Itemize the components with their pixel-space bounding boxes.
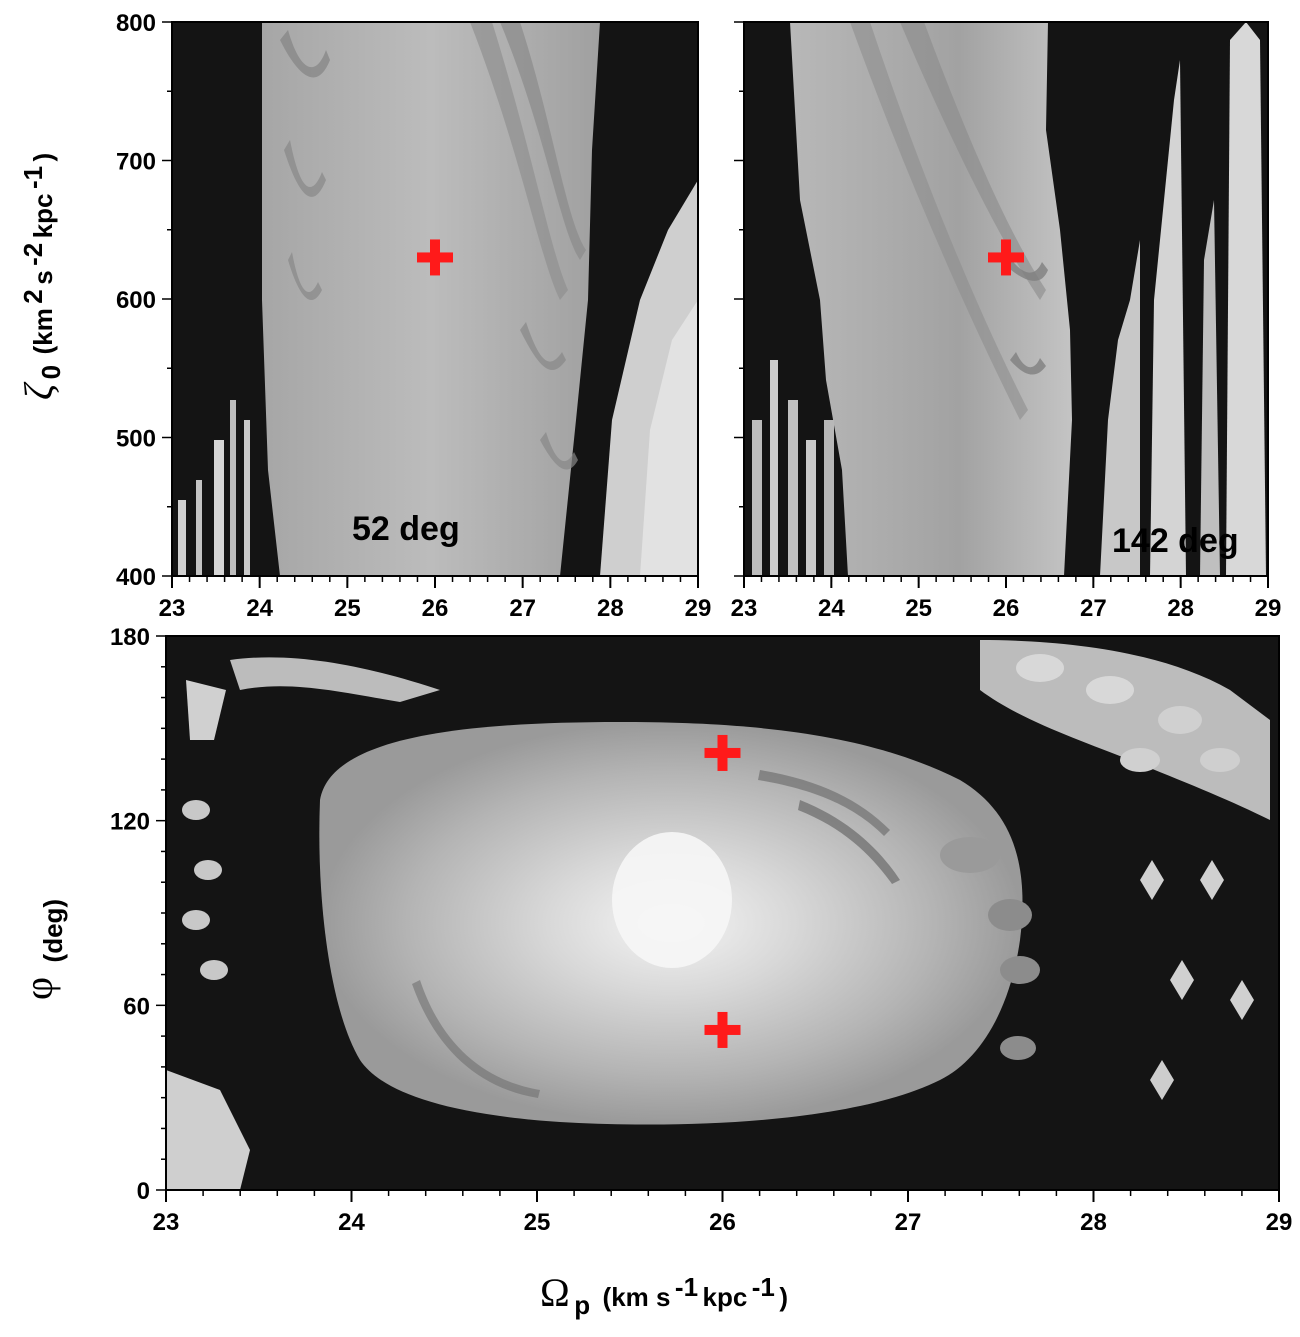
panel-c-xtick-label: 26	[709, 1209, 736, 1236]
panel-a: 23 24 25 26 27 28 29 400 500 600 700 800 52 deg	[116, 10, 711, 622]
panel-b-label: 142 deg	[1112, 522, 1239, 560]
panel-b-markers	[988, 239, 1024, 276]
omega-unit-open: (km s	[603, 1282, 671, 1312]
panel-c-xtick-label: 29	[1266, 1209, 1293, 1236]
panel-c-ticks: 23 24 25 26 27 28 29 0 60 120 180	[110, 624, 1292, 1236]
marker-cross	[988, 239, 1024, 276]
phi-axis-title: φ (deg)	[16, 899, 68, 1000]
panel-a-xtick-label: 25	[334, 595, 361, 622]
panel-a-xtick-label: 27	[509, 595, 536, 622]
panel-b-xtick-label: 27	[1080, 595, 1107, 622]
omega-symbol: Ω	[540, 1270, 570, 1315]
panel-c-xtick-label: 25	[524, 1209, 551, 1236]
omega-unit-close: )	[779, 1282, 788, 1312]
omega-axis-title: Ω p (km s -1 kpc -1 )	[540, 1270, 788, 1320]
omega-sup1: -1	[675, 1272, 698, 1302]
zeta-mid1: s	[28, 270, 58, 284]
zeta-symbol: ζ	[16, 381, 61, 400]
marker-cross	[417, 239, 453, 276]
panel-a-ytick-label: 700	[116, 149, 156, 176]
panel-c-xtick-label: 23	[153, 1209, 180, 1236]
marker-cross	[704, 734, 741, 771]
panel-c-xtick-label: 28	[1080, 1209, 1107, 1236]
zeta-mid2: kpc	[28, 193, 58, 238]
omega-mid1: kpc	[702, 1282, 747, 1312]
zeta-unit-open: (km	[28, 308, 58, 354]
zeta-unit-close: )	[28, 153, 58, 162]
panel-a-xtick-label: 23	[159, 595, 186, 622]
panel-b-xtick-label: 28	[1167, 595, 1194, 622]
panel-a-label: 52 deg	[352, 510, 460, 548]
zeta-sup2: -2	[18, 243, 48, 266]
panel-b-xtick-label: 24	[818, 595, 845, 622]
panel-b-ticks: 23 24 25 26 27 28 29	[731, 21, 1282, 622]
panel-c-map	[166, 636, 1279, 1190]
omega-sub: p	[574, 1290, 590, 1320]
panel-c-ytick-label: 120	[110, 809, 150, 836]
panel-c-ytick-label: 180	[110, 624, 150, 651]
zeta-sup3: -1	[18, 166, 48, 189]
panel-a-ytick-label: 500	[116, 426, 156, 453]
panel-a-ticks: 23 24 25 26 27 28 29 400 500 600 700 800	[116, 10, 711, 622]
panel-c-ytick-label: 0	[137, 1178, 150, 1205]
panel-c-xtick-label: 27	[895, 1209, 922, 1236]
panel-c: 23 24 25 26 27 28 29 0 60 120 180	[110, 624, 1292, 1236]
panel-a-xtick-label: 24	[246, 595, 273, 622]
panel-c-xtick-label: 24	[338, 1209, 365, 1236]
panel-b-xtick-label: 29	[1255, 595, 1282, 622]
phi-unit: (deg)	[38, 899, 68, 963]
panel-b: 23 24 25 26 27 28 29 142 deg	[731, 21, 1282, 622]
omega-sup2: -1	[752, 1272, 775, 1302]
panel-c-markers	[704, 734, 741, 1048]
panel-a-map	[172, 22, 698, 576]
panel-a-xtick-label: 26	[422, 595, 449, 622]
panel-a-markers	[417, 239, 453, 276]
panel-a-xtick-label: 29	[685, 595, 712, 622]
zeta-axis-title: ζ 0 (km 2 s -2 kpc -1 )	[16, 153, 66, 400]
phi-symbol: φ	[16, 977, 61, 1000]
zeta-sub: 0	[36, 365, 66, 379]
panel-a-ytick-label: 400	[116, 564, 156, 591]
panel-b-xtick-label: 25	[905, 595, 932, 622]
marker-cross	[704, 1011, 741, 1048]
zeta-sup1: 2	[18, 289, 48, 303]
panel-c-ytick-label: 60	[123, 993, 150, 1020]
panel-a-ytick-label: 800	[116, 10, 156, 37]
panel-b-xtick-label: 26	[993, 595, 1020, 622]
panel-b-map	[744, 22, 1268, 576]
panel-a-xtick-label: 28	[597, 595, 624, 622]
panel-a-ytick-label: 600	[116, 287, 156, 314]
panel-b-xtick-label: 23	[731, 595, 758, 622]
